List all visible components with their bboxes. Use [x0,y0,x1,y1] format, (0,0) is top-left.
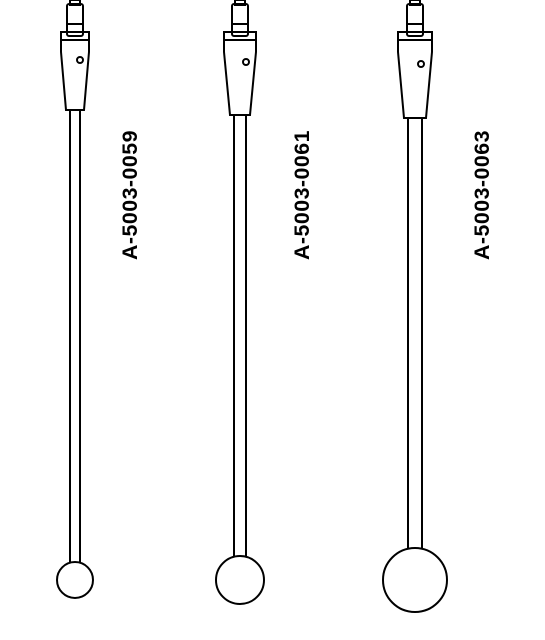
stylus-3-label: A-5003-0063 [470,130,495,260]
stylus-2-label: A-5003-0061 [290,130,315,260]
diagram-stage: A-5003-0059 A-5003-0061 A-5003-0063 [0,0,545,640]
stylus-1 [40,0,110,620]
stylus-3-drawing [370,0,460,630]
stylus-1-drawing [40,0,110,620]
stylus-2-drawing [200,0,280,625]
stylus-1-label: A-5003-0059 [118,130,143,260]
stylus-3 [370,0,460,630]
stylus-2 [200,0,280,625]
